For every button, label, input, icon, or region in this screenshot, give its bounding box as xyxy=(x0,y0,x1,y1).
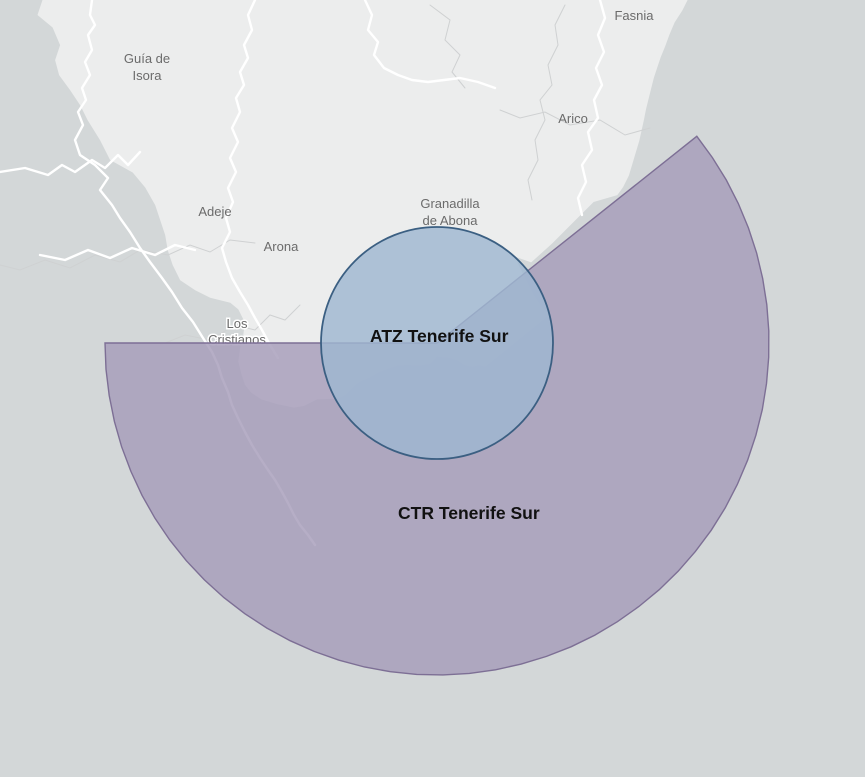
svg-text:Arona: Arona xyxy=(264,239,299,254)
svg-text:Granadilla: Granadilla xyxy=(420,196,480,211)
svg-text:Isora: Isora xyxy=(133,68,163,83)
svg-text:Fasnia: Fasnia xyxy=(614,8,654,23)
svg-text:Adeje: Adeje xyxy=(198,204,231,219)
svg-text:Arico: Arico xyxy=(558,111,588,126)
svg-text:ATZ Tenerife Sur: ATZ Tenerife Sur xyxy=(370,326,509,346)
svg-text:CTR Tenerife Sur: CTR Tenerife Sur xyxy=(398,503,540,523)
svg-text:Guía de: Guía de xyxy=(124,51,170,66)
svg-text:Los: Los xyxy=(227,316,248,331)
svg-text:de Abona: de Abona xyxy=(423,213,479,228)
